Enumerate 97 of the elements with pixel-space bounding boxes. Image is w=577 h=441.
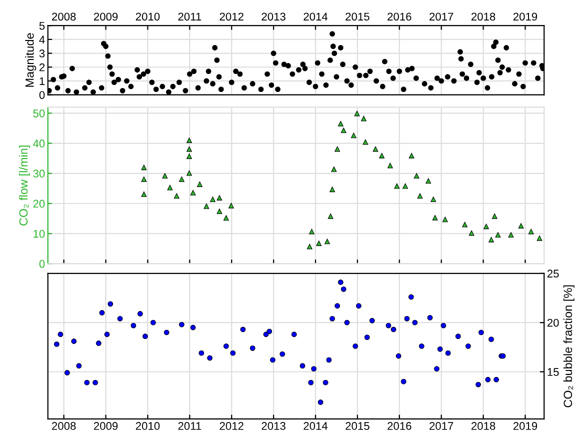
y-tick-label: 30 [33, 170, 45, 178]
x-tick-label: 2014 [304, 12, 328, 21]
x-tick-label: 2010 [136, 422, 160, 430]
x-tick-label: 2016 [388, 422, 412, 430]
point [186, 146, 192, 152]
point [141, 176, 147, 182]
y-axis-title: CO₂ flow [l/min] [18, 146, 30, 226]
y2-tick-label: 25 [547, 270, 559, 278]
point [432, 214, 438, 220]
point [167, 184, 173, 190]
point [394, 183, 400, 189]
point [338, 121, 344, 126]
point [468, 230, 474, 236]
point [361, 116, 366, 122]
point [402, 183, 408, 189]
x-tick-label: 2019 [513, 422, 538, 430]
point [186, 154, 192, 159]
point [442, 216, 448, 222]
y-tick-label: 5 [39, 22, 45, 30]
point [162, 173, 168, 179]
x-tick-label: 2017 [430, 422, 454, 430]
point [492, 213, 498, 219]
point [309, 228, 314, 234]
y-tick-label: 10 [34, 230, 45, 238]
y-tick-label: 0 [39, 91, 45, 99]
point [141, 191, 147, 197]
point [518, 223, 524, 228]
y-axis-title: Magnitude [25, 33, 36, 87]
point [417, 193, 423, 199]
y2-tick-label: 20 [547, 318, 559, 327]
point [426, 178, 432, 184]
point [430, 196, 436, 202]
point [528, 228, 534, 234]
x-tick-label: 2013 [262, 422, 286, 430]
point [186, 170, 192, 176]
y-tick-label: 2 [39, 63, 45, 72]
point [331, 166, 337, 172]
point [316, 240, 322, 246]
x-tick-label: 2017 [430, 12, 454, 21]
x-tick-label: 2011 [178, 12, 202, 21]
y-tick-label: 50 [33, 109, 45, 118]
y-tick-label: 1 [40, 77, 45, 85]
point [324, 238, 330, 244]
x-tick-label: 2015 [346, 422, 370, 430]
point [495, 232, 501, 238]
x-tick-label: 2008 [52, 12, 76, 21]
y2-tick-label: 15 [548, 368, 559, 376]
point [484, 224, 489, 230]
point [328, 213, 334, 219]
point [408, 152, 414, 158]
point [186, 138, 192, 143]
x-tick-label: 2014 [304, 422, 328, 430]
point [508, 232, 514, 238]
x-tick-label: 2009 [94, 12, 118, 21]
y-tick-label: 20 [33, 200, 45, 208]
point [488, 236, 494, 242]
y-tick-label: 3 [39, 50, 45, 58]
point [204, 204, 210, 209]
point [174, 193, 180, 199]
point [536, 235, 542, 241]
point [354, 110, 360, 116]
x-tick-label: 2015 [346, 12, 370, 21]
x-tick-label: 2011 [178, 422, 202, 430]
x-tick-label: 2010 [136, 12, 160, 21]
point [350, 132, 356, 138]
point [372, 146, 378, 152]
point [306, 244, 312, 250]
point [197, 182, 202, 187]
x-tick-label: 2019 [513, 12, 538, 21]
x-tick-label: 2016 [388, 12, 412, 21]
point [210, 196, 216, 202]
point [340, 128, 346, 134]
y-tick-label: 40 [33, 140, 45, 148]
point [387, 162, 393, 168]
point [362, 139, 368, 145]
point [216, 208, 222, 214]
x-tick-label: 2008 [52, 422, 76, 430]
point [178, 176, 184, 182]
y-tick-label: 0 [39, 260, 45, 268]
point [141, 164, 147, 170]
point [334, 146, 340, 152]
x-tick-label: 2018 [471, 422, 496, 430]
x-tick-label: 2013 [262, 12, 286, 21]
x-tick-label: 2012 [220, 12, 244, 21]
point [414, 173, 420, 179]
y2-axis-title: CO₂ bubble fraction [%] [563, 285, 574, 408]
y-tick-label: 4 [39, 36, 45, 44]
point [223, 215, 229, 221]
point [379, 152, 384, 158]
point [462, 222, 468, 228]
x-tick-label: 2012 [220, 422, 244, 430]
x-tick-label: 2009 [94, 422, 118, 430]
x-tick-label: 2018 [471, 12, 496, 21]
point [330, 186, 335, 192]
point [190, 190, 196, 196]
point [228, 202, 234, 208]
point [216, 195, 222, 200]
